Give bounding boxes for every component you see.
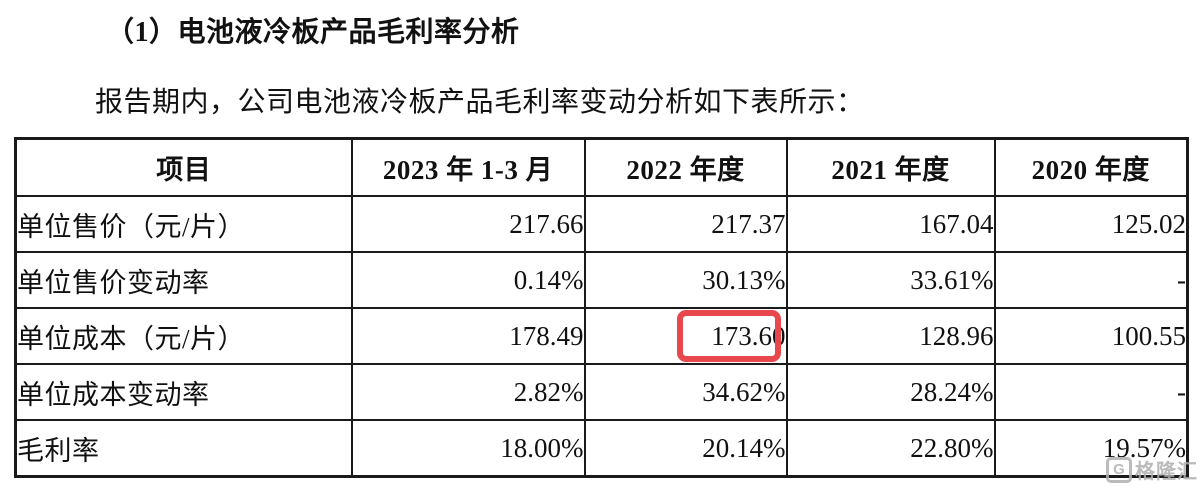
row-label: 单位售价（元/片） (14, 195, 353, 253)
cell-value: 22.80% (785, 419, 996, 478)
table-row-unit-price-change: 单位售价变动率 0.14% 30.13% 33.61% - (14, 251, 1189, 309)
row-label: 单位成本（元/片） (14, 307, 353, 365)
cell-value: 217.66 (350, 195, 586, 253)
col-header-2021: 2021 年度 (785, 137, 996, 197)
gelonghui-logo-icon: G (1106, 456, 1132, 483)
cell-value-highlighted: 173.60 (583, 307, 788, 365)
col-header-item: 项目 (14, 137, 353, 197)
row-label: 单位成本变动率 (14, 363, 353, 421)
table-row-gross-margin: 毛利率 18.00% 20.14% 22.80% 19.57% (14, 419, 1189, 478)
intro-paragraph: 报告期内，公司电池液冷板产品毛利率变动分析如下表所示： (95, 87, 865, 118)
watermark-text: 格隆汇 (1135, 461, 1198, 483)
gross-margin-table: 项目 2023 年 1-3 月 2022 年度 2021 年度 2020 年度 … (14, 137, 1189, 478)
col-header-2020: 2020 年度 (993, 137, 1189, 197)
cell-value: 167.04 (785, 195, 996, 253)
cell-value: 33.61% (785, 251, 996, 309)
cell-value: 128.96 (785, 307, 996, 365)
table-row-unit-cost: 单位成本（元/片） 178.49 173.60 128.96 100.55 (14, 307, 1189, 365)
section-heading: （1）电池液冷板产品毛利率分析 (106, 17, 520, 48)
table-row-unit-price: 单位售价（元/片） 217.66 217.37 167.04 125.02 (14, 195, 1189, 253)
col-header-2022: 2022 年度 (583, 137, 788, 197)
row-label: 单位售价变动率 (14, 251, 353, 309)
cell-value: 178.49 (350, 307, 586, 365)
cell-value: 28.24% (785, 363, 996, 421)
cell-value: 100.55 (993, 307, 1189, 365)
gross-margin-table-wrap: 项目 2023 年 1-3 月 2022 年度 2021 年度 2020 年度 … (14, 137, 1189, 478)
cell-value: 20.14% (583, 419, 788, 478)
cell-value: - (993, 363, 1189, 421)
highlighted-value: 173.60 (711, 320, 786, 351)
header-row: 项目 2023 年 1-3 月 2022 年度 2021 年度 2020 年度 (14, 137, 1189, 197)
col-header-2023q1: 2023 年 1-3 月 (350, 137, 586, 197)
cell-value: 18.00% (350, 419, 586, 478)
cell-value: 0.14% (350, 251, 586, 309)
table-row-unit-cost-change: 单位成本变动率 2.82% 34.62% 28.24% - (14, 363, 1189, 421)
cell-value: 217.37 (583, 195, 788, 253)
row-label: 毛利率 (14, 419, 353, 478)
cell-value: - (993, 251, 1189, 309)
cell-value: 19.57% (993, 419, 1189, 478)
cell-value: 30.13% (583, 251, 788, 309)
gelonghui-watermark: G 格隆汇 (1106, 455, 1198, 484)
cell-value: 34.62% (583, 363, 788, 421)
cell-value: 2.82% (350, 363, 586, 421)
cell-value: 125.02 (993, 195, 1189, 253)
